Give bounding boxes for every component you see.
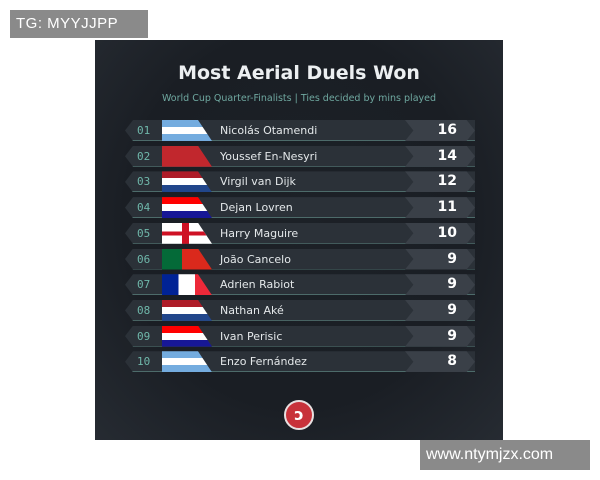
table-row: 03 Virgil van Dijk 12: [125, 171, 475, 193]
value: 8: [447, 353, 457, 370]
value: 11: [437, 199, 457, 216]
player-name: Adrien Rabiot: [220, 278, 295, 292]
row-background: [125, 120, 475, 141]
flag-morocco-icon: [162, 145, 212, 167]
row-background: [125, 171, 475, 193]
value-badge: 16: [405, 120, 475, 141]
table-row: 01 Nicolás Otamendi 16: [125, 120, 475, 141]
row-background: [125, 145, 475, 167]
rank: 05: [137, 226, 151, 240]
watermark-top-left: TG: MYYJJPP: [10, 10, 148, 38]
flag-portugal-icon: [162, 248, 212, 270]
value: 14: [437, 147, 457, 164]
flag-france-icon: [162, 274, 212, 296]
player-name: João Cancelo: [220, 252, 291, 266]
value: 12: [437, 173, 457, 190]
row-background: [125, 222, 475, 244]
page-title: Most Aerial Duels Won: [178, 62, 420, 84]
player-name: Ivan Perisic: [220, 329, 283, 343]
value-badge: 10: [405, 222, 475, 244]
subtitle: World Cup Quarter-Finalists | Ties decid…: [161, 93, 437, 104]
value: 16: [437, 122, 457, 138]
value: 9: [447, 250, 457, 267]
table-row: 10 Enzo Fernández 8: [125, 351, 475, 373]
row-background: [125, 274, 475, 296]
table-row: 02 Youssef En-Nesyri 14: [125, 145, 475, 167]
flag-argentina-icon: [162, 120, 212, 141]
table-row: 08 Nathan Aké 9: [125, 299, 475, 321]
flag-argentina-icon: [162, 351, 212, 373]
table-row: 07 Adrien Rabiot 9: [125, 274, 475, 296]
table-row: 05 Harry Maguire 10: [125, 222, 475, 244]
flag-croatia-icon: [162, 325, 212, 347]
row-background: [125, 351, 475, 373]
value: 9: [447, 301, 457, 318]
row-background: [125, 197, 475, 219]
row-background: [125, 299, 475, 321]
swirl-logo-icon: ↄ: [284, 400, 314, 430]
rank: 03: [137, 175, 151, 189]
rank: 01: [137, 124, 151, 137]
rank: 08: [137, 303, 151, 317]
value: 9: [447, 276, 457, 293]
rank: 06: [137, 252, 151, 266]
flag-croatia-icon: [162, 197, 212, 219]
player-name: Dejan Lovren: [220, 201, 293, 215]
value-badge: 11: [405, 197, 475, 219]
value-badge: 12: [405, 171, 475, 193]
value-badge: 9: [405, 299, 475, 321]
infographic-card: Most Aerial Duels Won World Cup Quarter-…: [95, 40, 503, 440]
table-row: 06 João Cancelo 9: [125, 248, 475, 270]
player-name: Harry Maguire: [220, 226, 299, 240]
value: 9: [447, 327, 457, 344]
flag-netherlands-icon: [162, 299, 212, 321]
flag-netherlands-icon: [162, 171, 212, 193]
row-background: [125, 248, 475, 270]
player-name: Virgil van Dijk: [220, 175, 296, 189]
value-badge: 8: [405, 351, 475, 373]
row-background: [125, 325, 475, 347]
rank: 04: [137, 201, 151, 215]
value-badge: 9: [405, 248, 475, 270]
flag-england-icon: [162, 222, 212, 244]
watermark-bottom-right: www.ntymjzx.com: [420, 440, 590, 470]
player-name: Nathan Aké: [220, 303, 284, 317]
value: 10: [437, 224, 457, 241]
value-badge: 14: [405, 145, 475, 167]
player-name: Nicolás Otamendi: [220, 124, 318, 137]
rank: 09: [137, 329, 151, 343]
table-row: 04 Dejan Lovren 11: [125, 197, 475, 219]
rank: 07: [137, 278, 151, 292]
table-row: 09 Ivan Perisic 9: [125, 325, 475, 347]
value-badge: 9: [405, 274, 475, 296]
player-name: Enzo Fernández: [220, 355, 307, 369]
player-name: Youssef En-Nesyri: [220, 149, 318, 163]
rank: 02: [137, 149, 151, 163]
value-badge: 9: [405, 325, 475, 347]
rank: 10: [137, 355, 151, 369]
